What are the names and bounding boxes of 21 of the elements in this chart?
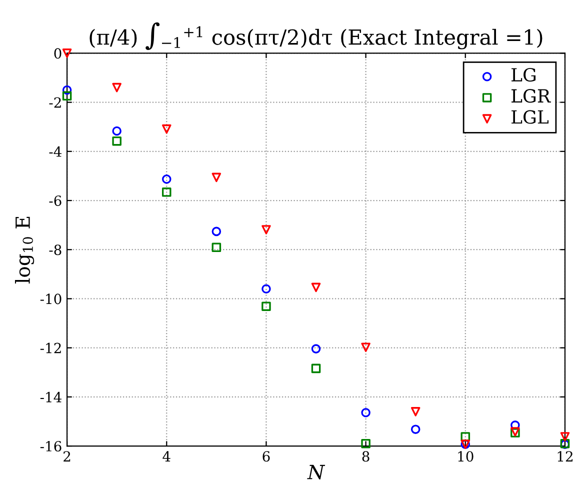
x-tick-label: 10 — [458, 451, 474, 462]
y-tick-label: -16 — [40, 441, 62, 452]
legend-label: LG — [512, 68, 536, 82]
y-tick-label: -6 — [49, 195, 62, 206]
y-tick-label: -4 — [49, 146, 62, 157]
chart-title: (π/4) ∫$_{−1}$$^{+1}$ cos(πτ/2)dτ (Exact Integral =1) — [90, 22, 542, 50]
legend-label: LGR — [512, 89, 551, 103]
y-tick-label: -2 — [49, 97, 61, 108]
y-axis-title: log$_{10}$ E — [15, 216, 34, 284]
x-axis-title: N — [307, 464, 326, 480]
y-tick-label: -12 — [40, 342, 61, 354]
y-tick-label: -8 — [49, 244, 62, 256]
x-tick-label: 8 — [362, 451, 370, 462]
x-tick-label: 4 — [162, 451, 170, 462]
x-tick-label: 2 — [64, 451, 70, 462]
y-tick-label: 0 — [54, 48, 62, 59]
legend-label: LGL — [512, 110, 548, 124]
y-tick-label: -10 — [40, 294, 62, 304]
x-tick-label: 6 — [262, 451, 270, 462]
y-tick-label: -14 — [40, 392, 62, 402]
x-tick-label: 12 — [558, 451, 572, 462]
